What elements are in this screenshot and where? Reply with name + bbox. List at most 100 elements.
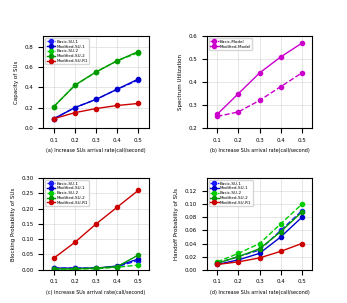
Modified-Model xyxy=(236,92,240,95)
Modified-SU-2 xyxy=(136,50,141,53)
Y-axis label: Spectrum Utilization: Spectrum Utilization xyxy=(178,54,183,110)
Line: Basic-SU-2: Basic-SU-2 xyxy=(52,263,141,271)
Modified-SU-1 xyxy=(115,264,119,268)
Legend: Basic-SU-1, Modified-SU-1, Basic-SU-2, Modified-SU-2, Modified-SU-R1: Basic-SU-1, Modified-SU-1, Basic-SU-2, M… xyxy=(45,38,89,64)
Modified-SU-2 xyxy=(236,255,240,258)
Modified-Model xyxy=(300,42,304,45)
Modified-SU-2 xyxy=(136,253,141,257)
Modified-SU-R1 xyxy=(115,205,119,209)
Modified-SU-2 xyxy=(279,230,283,234)
Legend: Basic-Model, Modified-Model: Basic-Model, Modified-Model xyxy=(209,38,252,50)
Basic-SU-1 xyxy=(115,87,119,91)
Modified-SU-R1 xyxy=(136,102,141,105)
Basic-SU-1 xyxy=(257,248,262,252)
Modified-Model xyxy=(215,112,219,116)
Modified-SU-R1 xyxy=(94,222,98,226)
Line: Basic-SU-1: Basic-SU-1 xyxy=(52,78,141,121)
Modified-SU-2 xyxy=(94,70,98,74)
Modified-SU-2 xyxy=(215,261,219,265)
Modified-SU-1 xyxy=(136,77,141,81)
Modified-SU-1 xyxy=(73,106,77,109)
X-axis label: (b) Increase SUs arrival rate(call/second): (b) Increase SUs arrival rate(call/secon… xyxy=(210,148,310,153)
X-axis label: (c) Increase SUs arrival rate(call/second): (c) Increase SUs arrival rate(call/secon… xyxy=(46,290,146,295)
Basic-Model xyxy=(279,85,283,88)
Basic-SU-2 xyxy=(115,265,119,269)
Basic-SU-1 xyxy=(94,266,98,270)
Modified-SU-1 xyxy=(236,258,240,262)
Line: Modified-Model: Modified-Model xyxy=(215,41,304,116)
Basic-SU-2 xyxy=(52,105,56,108)
Basic-SU-1 xyxy=(215,261,219,265)
Modified-SU-2 xyxy=(52,105,56,108)
Basic-SU-1 xyxy=(136,259,141,262)
Modified-SU-R1 xyxy=(94,107,98,110)
Modified-SU-R1 xyxy=(52,117,56,121)
Y-axis label: Blocking Probability of SUs: Blocking Probability of SUs xyxy=(11,187,16,261)
Modified-SU-R1 xyxy=(136,188,141,192)
Basic-SU-2 xyxy=(136,263,141,267)
Basic-SU-1 xyxy=(73,266,77,270)
Basic-SU-1 xyxy=(94,98,98,101)
Modified-SU-1 xyxy=(73,266,77,270)
Modified-SU-1 xyxy=(94,98,98,101)
Modified-SU-R1 xyxy=(257,256,262,260)
Line: Basic-SU-2: Basic-SU-2 xyxy=(215,202,304,264)
Modified-SU-1 xyxy=(52,266,56,270)
Line: Modified-SU-1: Modified-SU-1 xyxy=(52,77,141,121)
Modified-SU-1 xyxy=(257,251,262,255)
Line: Modified-SU-2: Modified-SU-2 xyxy=(215,210,304,265)
Y-axis label: Handoff Probability of SUs: Handoff Probability of SUs xyxy=(174,188,179,260)
Modified-SU-1 xyxy=(136,257,141,261)
Modified-SU-2 xyxy=(300,210,304,214)
Modified-SU-1 xyxy=(300,215,304,219)
Basic-SU-2 xyxy=(52,267,56,271)
Basic-Model xyxy=(215,115,219,118)
Basic-SU-1 xyxy=(73,106,77,109)
Modified-SU-R1 xyxy=(73,111,77,115)
Basic-SU-2 xyxy=(300,202,304,206)
Modified-SU-1 xyxy=(115,87,119,91)
Basic-SU-1 xyxy=(115,265,119,268)
Basic-SU-2 xyxy=(136,51,141,55)
Line: Modified-SU-R1: Modified-SU-R1 xyxy=(52,188,141,260)
Modified-SU-1 xyxy=(52,117,56,121)
Modified-SU-2 xyxy=(257,247,262,251)
Basic-SU-2 xyxy=(73,267,77,271)
Basic-SU-2 xyxy=(94,267,98,271)
Line: Basic-SU-1: Basic-SU-1 xyxy=(52,258,141,270)
Line: Modified-SU-1: Modified-SU-1 xyxy=(215,215,304,267)
Modified-SU-1 xyxy=(215,263,219,266)
Basic-SU-1 xyxy=(52,266,56,270)
Line: Modified-SU-1: Modified-SU-1 xyxy=(52,257,141,270)
Basic-SU-2 xyxy=(73,83,77,87)
Modified-SU-R1 xyxy=(115,104,119,107)
Modified-SU-2 xyxy=(73,267,77,271)
Basic-Model xyxy=(257,98,262,102)
Basic-Model xyxy=(236,110,240,114)
Basic-SU-1 xyxy=(52,117,56,121)
Basic-SU-1 xyxy=(236,255,240,258)
Basic-SU-2 xyxy=(236,251,240,255)
Modified-SU-2 xyxy=(52,267,56,271)
Basic-SU-2 xyxy=(279,222,283,226)
Basic-Model xyxy=(300,71,304,75)
X-axis label: (a) Increase SUs arrival rate(call/second): (a) Increase SUs arrival rate(call/secon… xyxy=(46,148,146,153)
Modified-SU-R1 xyxy=(279,250,283,253)
Y-axis label: Capacity of SUs: Capacity of SUs xyxy=(14,60,19,104)
Modified-SU-1 xyxy=(94,266,98,270)
Basic-SU-1 xyxy=(136,78,141,82)
Modified-SU-R1 xyxy=(52,256,56,260)
Basic-SU-2 xyxy=(215,260,219,264)
Line: Modified-SU-2: Modified-SU-2 xyxy=(52,253,141,271)
Modified-SU-R1 xyxy=(300,242,304,245)
Modified-SU-2 xyxy=(115,59,119,63)
Legend: Basic-SU-1, Modified-SU-1, Basic-SU-2, Modified-SU-2, Modified-SU-R1: Basic-SU-1, Modified-SU-1, Basic-SU-2, M… xyxy=(209,180,253,206)
X-axis label: (d) Increase SUs arrival rate(call/second): (d) Increase SUs arrival rate(call/secon… xyxy=(210,290,310,295)
Basic-SU-1 xyxy=(279,229,283,232)
Line: Basic-Model: Basic-Model xyxy=(215,71,304,118)
Line: Basic-SU-2: Basic-SU-2 xyxy=(52,51,141,108)
Modified-SU-2 xyxy=(73,83,77,87)
Line: Modified-SU-R1: Modified-SU-R1 xyxy=(52,102,141,121)
Basic-SU-2 xyxy=(257,242,262,245)
Modified-SU-2 xyxy=(94,266,98,270)
